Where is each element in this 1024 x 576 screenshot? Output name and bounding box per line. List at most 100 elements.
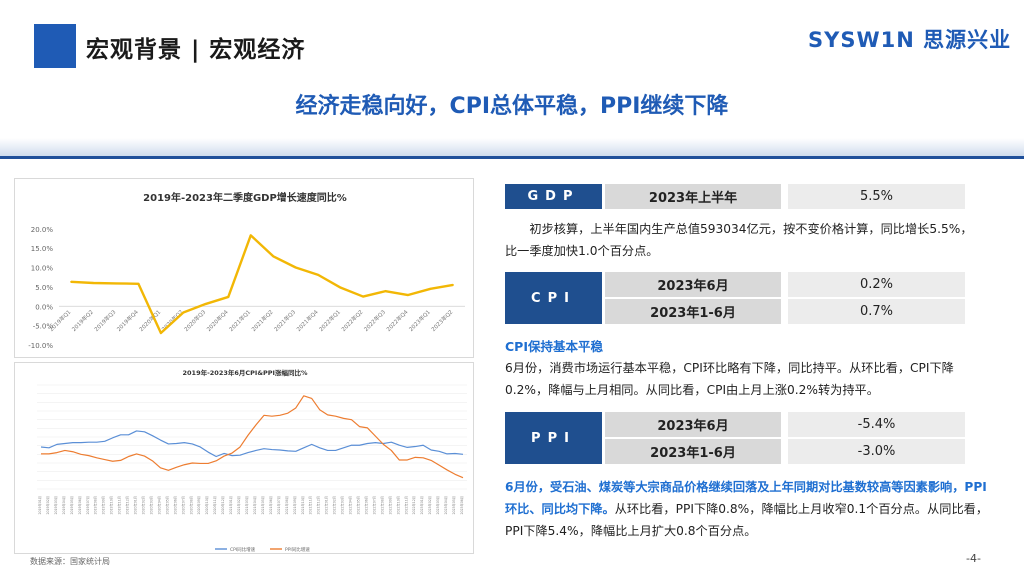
- gdp-chart-svg: 2019年-2023年二季度GDP增长速度同比% 20.0% 15.0% 10.0% 5…: [28, 191, 465, 350]
- x-tick-label: 2019年08月: [93, 496, 98, 515]
- header-band: [0, 138, 1024, 158]
- x-tick-label: 2023年06月: [459, 496, 464, 515]
- cpi-row: 2023年6月 0.2%: [605, 272, 965, 297]
- y-tick-label: 15.0%: [31, 245, 54, 253]
- ppi-row: 2023年6月 -5.4%: [605, 412, 965, 437]
- gdp-value: 5.5%: [788, 184, 965, 209]
- x-tick-label: 2022年03月: [340, 496, 345, 515]
- chart-title: 2019年-2023年二季度GDP增长速度同比%: [143, 191, 347, 204]
- legend-label: PPI同比增速: [285, 546, 310, 553]
- y-tick-label: 5.0%: [35, 284, 53, 292]
- x-tick-label: 2020年Q4: [205, 308, 230, 333]
- cpi-row: 2023年1-6月 0.7%: [605, 299, 965, 324]
- x-tick-label: 2021年04月: [252, 496, 257, 515]
- data-point: [384, 290, 387, 293]
- gdp-line: [70, 234, 454, 335]
- x-tick-label: 2021年10月: [300, 496, 305, 515]
- data-point: [204, 303, 207, 305]
- x-tick-label: 2019年04月: [61, 496, 66, 515]
- x-tick-label: 2022年02月: [332, 496, 337, 515]
- ppi-value-2: -3.0%: [788, 439, 965, 464]
- data-point: [362, 295, 365, 298]
- x-tick-label: 2022年06月: [363, 496, 368, 515]
- x-tick-label: 2019年02月: [45, 496, 50, 515]
- x-tick-label: 2020年06月: [172, 496, 177, 515]
- x-tick-label: 2019年Q2: [70, 308, 95, 333]
- x-tick-label: 2021年02月: [236, 496, 241, 515]
- page-title: 宏观背景 | 宏观经济: [86, 37, 306, 63]
- x-tick-label: 2021年Q1: [227, 308, 252, 333]
- y-tick-label: -10.0%: [28, 342, 53, 350]
- x-tick-label: 2022年08月: [379, 496, 384, 515]
- ppi-period-1: 2023年6月: [605, 412, 781, 437]
- x-tick-label: 2022年09月: [387, 496, 392, 515]
- x-tick-label: 2019年12月: [125, 496, 130, 515]
- x-tick-label: 2023年Q1: [407, 308, 432, 333]
- data-source: 数据来源：国家统计局: [30, 557, 110, 566]
- x-tick-label: 2021年01月: [228, 496, 233, 515]
- x-tick-label: 2020年09月: [196, 496, 201, 515]
- gdp-description: 初步核算，上半年国内生产总值593034亿元，按不变价格计算，同比增长5.5%，…: [505, 222, 973, 258]
- x-tick-label: 2019年01月: [37, 496, 42, 515]
- gdp-stat-row: GDP 2023年上半年 5.5%: [505, 184, 965, 209]
- title-accent-square: [34, 24, 76, 68]
- ppi-description: 6月份，受石油、煤炭等大宗商品价格继续回落及上年同期对比基数较高等因素影响，PP…: [505, 476, 991, 542]
- x-tick-label: 2021年07月: [276, 496, 281, 515]
- y-tick-label: 20.0%: [31, 226, 54, 234]
- x-tick-label: 2020年11月: [212, 496, 217, 515]
- x-tick-label: 2019年07月: [85, 496, 90, 515]
- x-tick-label: 2021年06月: [268, 496, 273, 515]
- x-tick-label: 2019年Q1: [47, 308, 72, 333]
- cpi-period-2: 2023年1-6月: [605, 299, 781, 324]
- data-point: [115, 282, 117, 285]
- x-tick-label: 2019年11月: [117, 496, 122, 515]
- x-tick-label: 2021年05月: [260, 496, 265, 515]
- ppi-description-rest: 从环比看，PPI下降0.8%，降幅比上月收窄0.1个百分点。从同比看，PPI下降…: [505, 502, 989, 538]
- ppi-value-1: -5.4%: [788, 412, 965, 437]
- x-tick-label: 2019年06月: [77, 496, 82, 515]
- x-tick-label: 2021年08月: [284, 496, 289, 515]
- cpi-label: CPI: [505, 272, 602, 324]
- cpi-description: 6月份，消费市场运行基本平稳，CPI环比略有下降，同比持平。从环比看，CPI下降…: [505, 361, 954, 397]
- x-tick-label: 2020年07月: [180, 496, 185, 515]
- data-point: [227, 296, 230, 298]
- x-tick-label: 2020年03月: [148, 496, 153, 515]
- x-tick-label: 2021年11月: [308, 496, 313, 515]
- x-tick-label: 2019年10月: [109, 496, 114, 515]
- x-tick-label: 2020年12月: [220, 496, 225, 515]
- x-tick-label: 2022年11月: [403, 496, 408, 515]
- data-point: [92, 282, 95, 284]
- x-tick-label: 2020年02月: [141, 496, 146, 515]
- x-tick-label: 2022年07月: [371, 496, 376, 515]
- x-tick-label: 2022年Q3: [362, 308, 387, 333]
- legend-label: CPI同比增速: [230, 546, 256, 553]
- x-tick-label: 2022年10月: [395, 496, 400, 515]
- data-point: [452, 284, 454, 286]
- x-tick-label: 2023年Q2: [429, 308, 454, 333]
- cpi-ppi-chart-svg: 2019年-2023年6月CPI&PPI涨幅同比% 2019年01月 2019年02…: [37, 368, 467, 553]
- series-line: [41, 395, 464, 479]
- y-tick-label: 10.0%: [31, 265, 54, 273]
- page-number: -4-: [966, 552, 981, 565]
- ppi-description-highlight: 6月份，受石油、煤炭等大宗商品价格继续回落及上年同期对比基数较高等因素影响，PP…: [505, 480, 987, 516]
- x-tick-label: 2020年04月: [156, 496, 161, 515]
- x-tick-label: 2022年Q1: [317, 308, 342, 333]
- gdp-period: 2023年上半年: [605, 184, 781, 209]
- x-tick-label: 2019年Q4: [115, 308, 140, 333]
- x-tick-label: 2022年12月: [411, 496, 416, 515]
- x-tick-label: 2021年Q3: [272, 308, 297, 333]
- x-tick-label: 2019年Q3: [92, 308, 117, 333]
- x-tick-label: 2020年08月: [188, 496, 193, 515]
- data-point: [294, 266, 297, 269]
- y-tick-label: 0.0%: [35, 303, 53, 311]
- x-tick-label: 2023年03月: [435, 496, 440, 515]
- cpi-value-1: 0.2%: [788, 272, 965, 297]
- x-tick-label: 2021年09月: [292, 496, 297, 515]
- cpi-value-2: 0.7%: [788, 299, 965, 324]
- data-point: [137, 282, 140, 285]
- x-tick-label: 2022年Q4: [384, 308, 409, 333]
- data-point: [249, 234, 252, 237]
- x-tick-label: 2020年05月: [164, 496, 169, 515]
- x-tick-label: 2022年05月: [355, 496, 360, 515]
- ppi-period-2: 2023年1-6月: [605, 439, 781, 464]
